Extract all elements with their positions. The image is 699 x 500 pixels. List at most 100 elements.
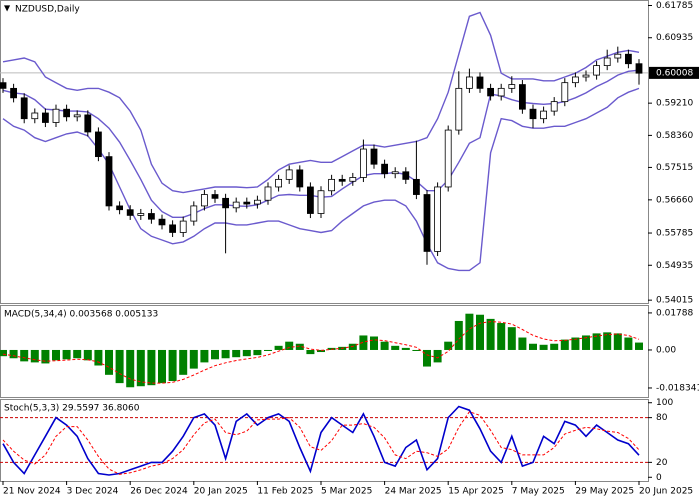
y-tick-label: 0.61785 [656, 1, 693, 11]
macd-bar [306, 349, 315, 355]
current-price-label: 0.60008 [656, 68, 693, 78]
macd-bar [476, 314, 484, 350]
x-tick-label: 21 Nov 2024 [3, 487, 61, 497]
candle-body [243, 201, 251, 205]
macd-bar [136, 349, 145, 387]
candle-body [540, 110, 547, 120]
candle-body [412, 178, 420, 195]
macd-bar [253, 349, 262, 356]
candle-body [137, 213, 145, 216]
candle-body [285, 169, 293, 180]
candle-body [95, 131, 102, 158]
candle-body [169, 224, 177, 233]
y-tick-label: -0.018341 [656, 383, 699, 393]
current-price-box [649, 66, 699, 79]
macd-bar [518, 337, 527, 350]
y-tick-label: 0.00 [656, 345, 676, 355]
macd-bar [168, 349, 177, 382]
candle-body [614, 53, 622, 59]
macd-bar [20, 349, 29, 362]
y-tick-label: 80 [656, 413, 668, 423]
macd-bar [613, 333, 622, 350]
bollinger-band [2, 11, 640, 194]
macd-bar [30, 349, 39, 363]
candle-body [529, 108, 537, 120]
stoch-line [2, 411, 640, 475]
y-tick-label: 0.54935 [656, 261, 693, 271]
candle-body [561, 82, 569, 103]
candle-body [52, 108, 60, 123]
candle-body [572, 76, 579, 84]
macd-bar [465, 313, 474, 350]
macd-bar [433, 349, 442, 363]
candle-body [603, 57, 611, 67]
candle-body [370, 148, 378, 165]
candle-body [179, 220, 187, 233]
candle-body [116, 205, 123, 211]
candle-body [264, 186, 272, 201]
macd-bar [454, 320, 463, 350]
menu-arrow[interactable]: ▼ [4, 4, 11, 13]
candle-body [582, 74, 590, 78]
macd-bar [560, 339, 569, 350]
y-tick-label: 0.56660 [656, 195, 693, 205]
macd-bar [486, 318, 495, 350]
candle-body [465, 76, 473, 89]
candle-body [508, 84, 516, 89]
x-tick-label: 3 Dec 2024 [67, 487, 119, 497]
candle-body [147, 213, 155, 220]
macd-bar [179, 349, 188, 375]
macd-bar [115, 349, 124, 384]
candle-body [381, 163, 389, 175]
macd-bar [592, 333, 601, 350]
candle-body [593, 65, 600, 76]
candle-body [349, 177, 357, 182]
macd-bar [52, 349, 60, 361]
macd-bar [41, 349, 50, 364]
y-tick-label: 0.54015 [656, 296, 693, 306]
macd-bar [242, 349, 251, 357]
candle-body [359, 148, 367, 178]
macd-bar [211, 349, 219, 360]
x-tick-label: 5 Mar 2025 [321, 487, 372, 497]
candle-body [10, 87, 18, 99]
macd-bar [624, 337, 633, 350]
candle-body [497, 87, 505, 97]
macd-bar [285, 341, 294, 350]
y-tick-label: 100 [656, 398, 673, 408]
macd-bar [423, 349, 431, 367]
y-tick-label: 0.55785 [656, 229, 693, 239]
candle-body [328, 178, 336, 192]
y-tick-label: 0.58360 [656, 131, 693, 141]
y-tick-label: 0.59210 [656, 99, 693, 109]
x-tick-label: 24 Mar 2025 [385, 487, 442, 497]
macd-bar [189, 349, 198, 369]
macd-bar [105, 349, 113, 375]
y-tick-label: 0.60935 [656, 33, 693, 43]
macd-bar [317, 349, 325, 353]
y-tick-label: 20 [656, 458, 668, 468]
candle-body [84, 114, 92, 133]
y-tick-label: 0.01788 [656, 308, 693, 318]
panel-title: MACD(5,34,4) 0.003568 0.005133 [4, 310, 158, 320]
macd-bar [9, 349, 18, 359]
candle-body [625, 53, 632, 65]
macd-bar [295, 343, 304, 350]
macd-bar [401, 347, 410, 350]
candle-body [444, 129, 452, 188]
y-tick-label: 0.57515 [656, 163, 693, 173]
macd-bar [635, 342, 643, 350]
candle-body [306, 186, 314, 214]
candle-body [423, 194, 431, 252]
candle-body [232, 201, 240, 209]
macd-bar [221, 349, 230, 359]
macd-bar [507, 327, 516, 350]
candle-body [434, 186, 442, 252]
candle-body [105, 156, 113, 207]
candle-body [211, 194, 219, 199]
candle-body [296, 169, 304, 188]
x-tick-label: 11 Feb 2025 [257, 487, 313, 497]
candle-body [20, 97, 28, 120]
